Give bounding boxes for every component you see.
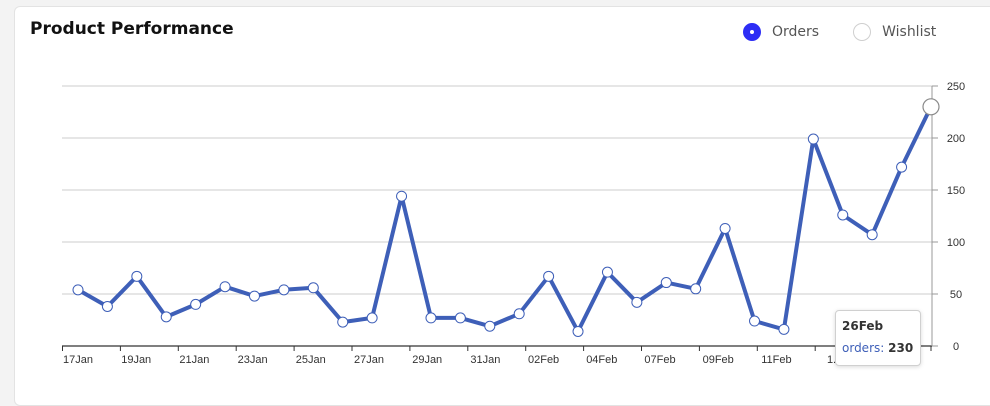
- y-tick-label: 100: [947, 237, 965, 249]
- data-point: [190, 298, 202, 310]
- series-legend: Orders Wishlist: [743, 23, 936, 41]
- card-title: Product Performance: [30, 19, 234, 39]
- radio-unselected-icon: [853, 23, 872, 41]
- x-tick-label: 25Jan: [296, 354, 326, 366]
- data-point: [425, 312, 437, 324]
- data-point: [101, 300, 113, 312]
- y-tick-label: 0: [953, 341, 959, 353]
- tooltip-value: 230: [888, 341, 914, 355]
- y-tick-label: 150: [947, 185, 965, 197]
- data-point: [219, 281, 231, 293]
- x-tick-label: 29Jan: [412, 354, 442, 366]
- data-point: [72, 284, 84, 296]
- x-tick-label: 23Jan: [238, 354, 268, 366]
- data-point: [278, 284, 290, 296]
- data-point: [896, 161, 908, 173]
- data-point: [513, 308, 525, 320]
- data-point: [778, 323, 790, 335]
- data-point: [690, 283, 702, 295]
- legend-orders-toggle[interactable]: Orders: [743, 23, 819, 41]
- data-point: [131, 270, 143, 282]
- data-point: [248, 290, 260, 302]
- data-tooltip: 26Feb orders: 230: [835, 310, 921, 366]
- y-tick-label: 250: [947, 81, 965, 93]
- x-tick-label: 09Feb: [703, 354, 734, 366]
- x-tick-label: 17Jan: [63, 354, 93, 366]
- data-point: [160, 311, 172, 323]
- y-tick-label: 200: [947, 133, 965, 145]
- y-tick-label: 50: [950, 289, 962, 301]
- x-tick-label: 27Jan: [354, 354, 384, 366]
- data-point: [807, 133, 819, 145]
- x-tick-label: 19Jan: [121, 354, 151, 366]
- highlighted-data-point: [922, 98, 940, 116]
- data-point: [719, 222, 731, 234]
- radio-selected-icon: [743, 23, 761, 41]
- x-tick-label: 21Jan: [179, 354, 209, 366]
- data-point: [631, 296, 643, 308]
- data-point: [366, 312, 378, 324]
- data-point: [837, 209, 849, 221]
- data-point: [307, 282, 319, 294]
- tooltip-date: 26Feb: [842, 319, 884, 333]
- data-point: [866, 229, 878, 241]
- x-tick-label: 04Feb: [586, 354, 617, 366]
- tooltip-series-key: orders:: [842, 341, 885, 355]
- x-tick-label: 31Jan: [470, 354, 500, 366]
- data-point: [454, 312, 466, 324]
- data-point: [572, 325, 584, 337]
- data-point: [396, 190, 408, 202]
- x-tick-label: 11Feb: [761, 354, 791, 366]
- data-point: [601, 266, 613, 278]
- data-point: [484, 320, 496, 332]
- x-tick-label: 02Feb: [528, 354, 559, 366]
- data-point: [660, 277, 672, 289]
- data-point: [543, 270, 555, 282]
- data-point: [749, 315, 761, 327]
- orders-series-line: [76, 104, 933, 334]
- x-tick-label: 07Feb: [644, 354, 675, 366]
- legend-wishlist-toggle[interactable]: Wishlist: [853, 23, 936, 41]
- product-performance-card: Product Performance Orders Wishlist: [14, 6, 990, 406]
- data-point: [337, 316, 349, 328]
- legend-wishlist-label: Wishlist: [882, 24, 937, 40]
- legend-orders-label: Orders: [772, 24, 820, 40]
